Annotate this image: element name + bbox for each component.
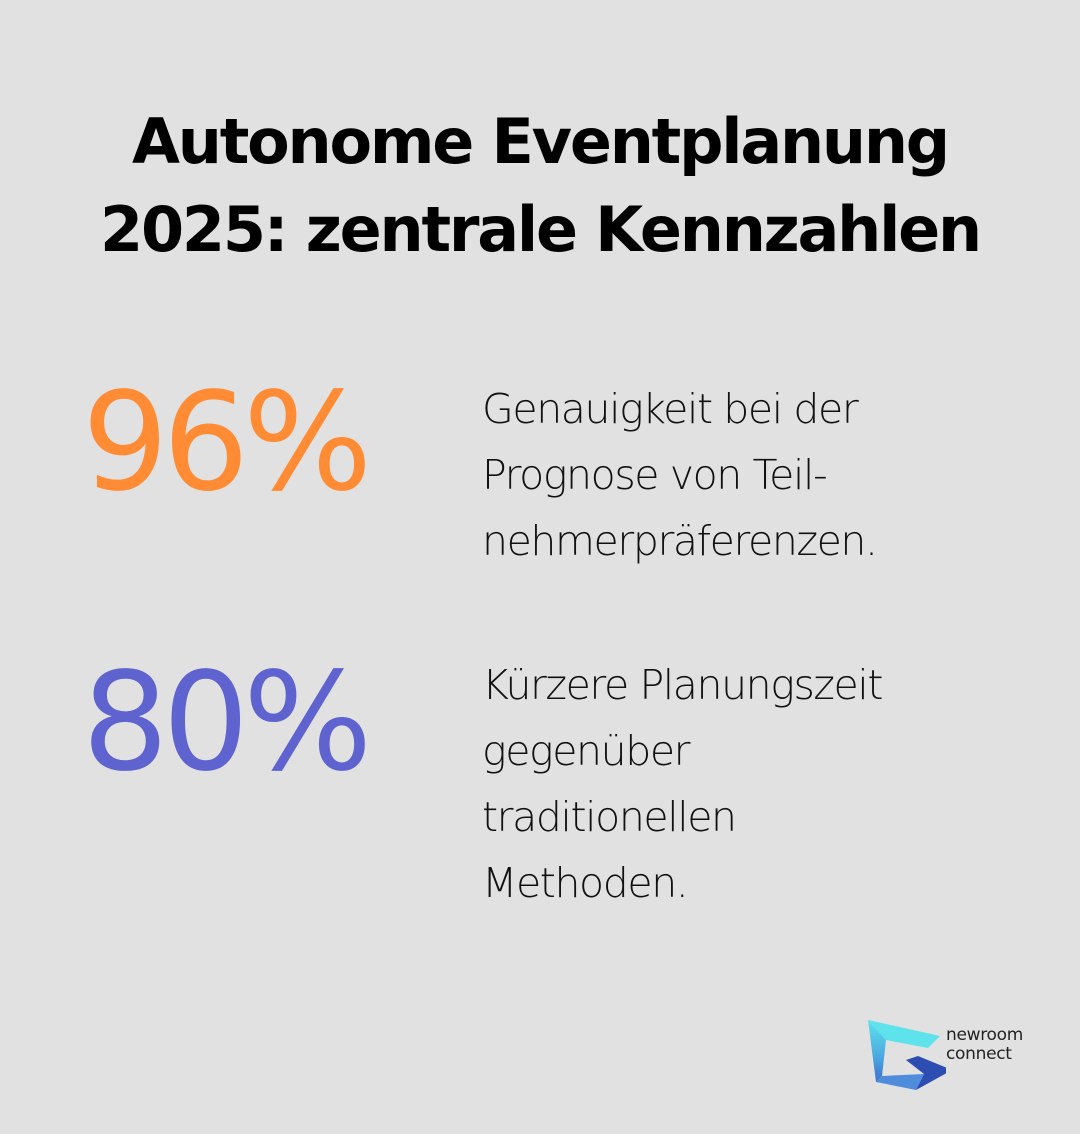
stat-description: Genauigkeit bei der Prognose von Teil- n… (482, 385, 878, 565)
stat-value: 96% (82, 364, 372, 522)
logo-line-1: newroom (946, 1025, 1024, 1045)
stat-description: Kürzere Planungszeit gegenüber tradition… (482, 661, 883, 907)
brand-logo: newroom connect (866, 1018, 1046, 1092)
logo-wordmark: newroom connect (946, 1026, 1023, 1064)
stat-value: 80% (82, 644, 372, 802)
page-title: Autonome Eventplanung 2025: zentrale Ken… (0, 98, 1080, 274)
logo-line-2: connect (946, 1044, 1012, 1064)
title-line-2: 2025: zentrale Kennzahlen (100, 193, 982, 266)
title-line-1: Autonome Eventplanung (132, 105, 950, 178)
newroom-connect-logo-icon (868, 1020, 946, 1090)
